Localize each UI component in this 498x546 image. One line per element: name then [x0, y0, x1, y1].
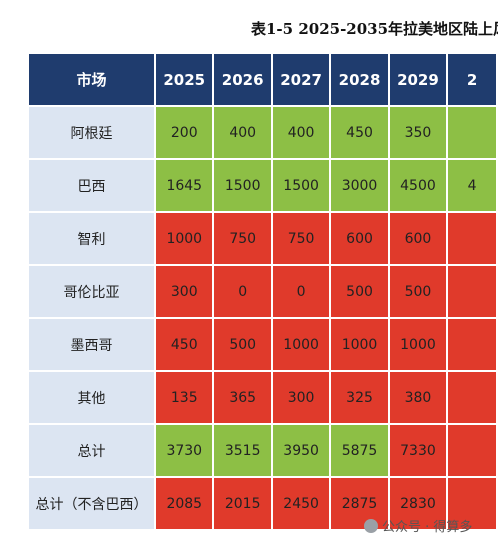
header-year: 2027 [272, 54, 330, 105]
value-cell: 450 [331, 107, 388, 158]
value-cell: 600 [389, 213, 447, 264]
table-row: 其他 135 365 300 325 380 [29, 372, 496, 423]
value-cell: 380 [389, 372, 447, 423]
value-cell: 1000 [389, 319, 447, 370]
value-cell: 1000 [331, 319, 388, 370]
value-cell: 1500 [214, 160, 271, 211]
value-cell [448, 478, 496, 529]
value-cell: 3730 [156, 425, 213, 476]
value-cell: 5875 [331, 425, 388, 476]
value-cell: 0 [272, 266, 330, 317]
value-cell: 1000 [272, 319, 330, 370]
table-row: 总计（不含巴西） 2085 2015 2450 2875 2830 [29, 478, 496, 529]
value-cell: 300 [272, 372, 330, 423]
market-cell: 其他 [29, 372, 155, 423]
table-row: 巴西 1645 1500 1500 3000 4500 4 [29, 160, 496, 211]
value-cell: 1500 [272, 160, 330, 211]
market-cell: 巴西 [29, 160, 155, 211]
value-cell: 1000 [156, 213, 213, 264]
value-cell: 350 [389, 107, 447, 158]
value-cell: 500 [214, 319, 271, 370]
value-cell: 2450 [272, 478, 330, 529]
value-cell [448, 319, 496, 370]
value-cell [448, 107, 496, 158]
value-cell: 300 [156, 266, 213, 317]
value-cell: 1645 [156, 160, 213, 211]
value-cell [448, 266, 496, 317]
value-cell: 7330 [389, 425, 447, 476]
value-cell [448, 425, 496, 476]
value-cell: 750 [272, 213, 330, 264]
value-cell: 4500 [389, 160, 447, 211]
market-cell: 哥伦比亚 [29, 266, 155, 317]
header-year: 2025 [156, 54, 213, 105]
market-cell: 总计 [29, 425, 155, 476]
value-cell: 3515 [214, 425, 271, 476]
table-title: 表1-5 2025-2035年拉美地区陆上风 [251, 20, 498, 38]
value-cell: 750 [214, 213, 271, 264]
market-cell: 总计（不含巴西） [29, 478, 155, 529]
header-row: 市场 2025 2026 2027 2028 2029 2 [29, 54, 496, 105]
value-cell: 400 [272, 107, 330, 158]
value-cell: 135 [156, 372, 213, 423]
table-row: 总计 3730 3515 3950 5875 7330 [29, 425, 496, 476]
value-cell: 3000 [331, 160, 388, 211]
value-cell: 2830 [389, 478, 447, 529]
value-cell: 450 [156, 319, 213, 370]
market-cell: 墨西哥 [29, 319, 155, 370]
market-cell: 阿根廷 [29, 107, 155, 158]
value-cell: 365 [214, 372, 271, 423]
header-year: 2026 [214, 54, 271, 105]
value-cell: 3950 [272, 425, 330, 476]
value-cell: 600 [331, 213, 388, 264]
value-cell: 2015 [214, 478, 271, 529]
market-cell: 智利 [29, 213, 155, 264]
value-cell: 2875 [331, 478, 388, 529]
table-row: 墨西哥 450 500 1000 1000 1000 [29, 319, 496, 370]
value-cell: 500 [389, 266, 447, 317]
header-year: 2029 [389, 54, 447, 105]
value-cell: 325 [331, 372, 388, 423]
value-cell [448, 372, 496, 423]
header-year: 2 [448, 54, 496, 105]
value-cell: 200 [156, 107, 213, 158]
value-cell: 400 [214, 107, 271, 158]
watermark: 公众号 · 得算多 [364, 516, 472, 535]
value-cell: 4 [448, 160, 496, 211]
header-market: 市场 [29, 54, 155, 105]
value-cell: 500 [331, 266, 388, 317]
wechat-icon [364, 519, 378, 533]
value-cell [448, 213, 496, 264]
header-year: 2028 [331, 54, 388, 105]
table-row: 阿根廷 200 400 400 450 350 [29, 107, 496, 158]
data-table: 市场 2025 2026 2027 2028 2029 2 阿根廷 200 400 4… [27, 52, 498, 531]
watermark-text: 公众号 · 得算多 [382, 520, 473, 535]
value-cell: 0 [214, 266, 271, 317]
value-cell: 2085 [156, 478, 213, 529]
table-row: 智利 1000 750 750 600 600 [29, 213, 496, 264]
table-row: 哥伦比亚 300 0 0 500 500 [29, 266, 496, 317]
